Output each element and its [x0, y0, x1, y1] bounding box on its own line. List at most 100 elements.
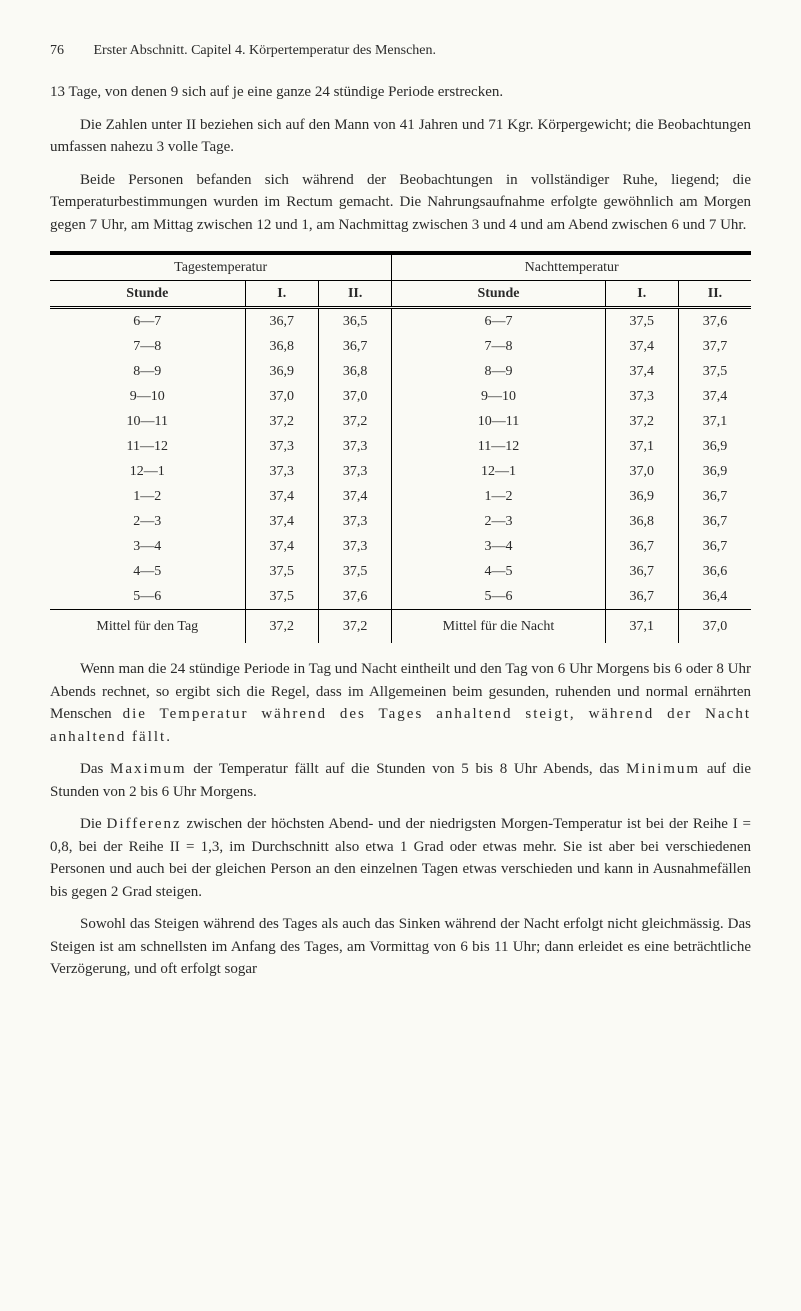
- table-cell: 37,1: [605, 434, 678, 459]
- page-number: 76: [50, 40, 90, 61]
- table-cell: 37,3: [605, 384, 678, 409]
- table-cell: 4—5: [392, 559, 605, 584]
- table-row: 10—1137,237,210—1137,237,1: [50, 409, 751, 434]
- table-cell: 9—10: [50, 384, 245, 409]
- paragraph-1: 13 Tage, von denen 9 sich auf je eine ga…: [50, 81, 751, 104]
- table-cell: 7—8: [392, 334, 605, 359]
- text: Die: [80, 816, 106, 832]
- table-cell: 3—4: [392, 534, 605, 559]
- footer-label-right: Mittel für die Nacht: [392, 610, 605, 644]
- table-cell: 36,8: [318, 359, 391, 384]
- table-row: 1—237,437,41—236,936,7: [50, 484, 751, 509]
- table-cell: 6—7: [392, 308, 605, 335]
- table-row: 9—1037,037,09—1037,337,4: [50, 384, 751, 409]
- table-cell: 36,7: [678, 509, 751, 534]
- table-cell: 36,9: [678, 434, 751, 459]
- table-cell: 5—6: [392, 584, 605, 610]
- table-cell: 11—12: [50, 434, 245, 459]
- table-cell: 37,3: [318, 534, 391, 559]
- temperature-table: Tagestemperatur Nachttemperatur Stunde I…: [50, 251, 751, 643]
- table-cell: 36,7: [678, 534, 751, 559]
- table-footer-row: Mittel für den Tag 37,2 37,2 Mittel für …: [50, 610, 751, 644]
- table-body: 6—736,736,56—737,537,67—836,836,77—837,4…: [50, 308, 751, 610]
- text: der Temperatur fällt auf die Stunden von…: [187, 761, 627, 777]
- table-cell: 37,3: [318, 459, 391, 484]
- table-cell: 37,2: [245, 409, 318, 434]
- table-cell: 36,4: [678, 584, 751, 610]
- table-cell: 8—9: [50, 359, 245, 384]
- table-cell: 37,6: [678, 308, 751, 335]
- table-cell: 36,7: [678, 484, 751, 509]
- footer-label-left: Mittel für den Tag: [50, 610, 245, 644]
- table-cell: 9—10: [392, 384, 605, 409]
- table-row: 6—736,736,56—737,537,6: [50, 308, 751, 335]
- paragraph-4: Wenn man die 24 stündige Periode in Tag …: [50, 658, 751, 748]
- emphasized-text: die Temperatur während des Tages anhalte…: [50, 706, 751, 745]
- table-cell: 37,4: [605, 334, 678, 359]
- table-cell: 11—12: [392, 434, 605, 459]
- table-cell: 36,9: [678, 459, 751, 484]
- table-cell: 37,4: [245, 484, 318, 509]
- paragraph-2: Die Zahlen unter II beziehen sich auf de…: [50, 114, 751, 159]
- table-cell: 37,5: [605, 308, 678, 335]
- paragraph-3: Beide Personen befanden sich während der…: [50, 169, 751, 237]
- table-cell: 37,6: [318, 584, 391, 610]
- col-header: II.: [318, 281, 391, 308]
- table-cell: 1—2: [392, 484, 605, 509]
- table-column-headers: Stunde I. II. Stunde I. II.: [50, 281, 751, 308]
- running-title: Erster Abschnitt. Capitel 4. Körpertempe…: [94, 43, 437, 58]
- table-cell: 37,7: [678, 334, 751, 359]
- table-cell: 4—5: [50, 559, 245, 584]
- table-cell: 10—11: [392, 409, 605, 434]
- table-row: 11—1237,337,311—1237,136,9: [50, 434, 751, 459]
- table-cell: 37,3: [245, 434, 318, 459]
- table-cell: 3—4: [50, 534, 245, 559]
- footer-val: 37,0: [678, 610, 751, 644]
- table-cell: 36,8: [245, 334, 318, 359]
- footer-val: 37,2: [318, 610, 391, 644]
- emphasized-text: Maximum: [110, 761, 187, 777]
- table-row: 4—537,537,54—536,736,6: [50, 559, 751, 584]
- paragraph-5: Das Maximum der Temperatur fällt auf die…: [50, 758, 751, 803]
- table-cell: 36,7: [605, 534, 678, 559]
- table-cell: 37,1: [678, 409, 751, 434]
- table-cell: 37,4: [245, 509, 318, 534]
- table-cell: 5—6: [50, 584, 245, 610]
- table-cell: 36,6: [678, 559, 751, 584]
- table-group-header-right: Nachttemperatur: [392, 253, 751, 281]
- table-row: 5—637,537,65—636,736,4: [50, 584, 751, 610]
- table-cell: 37,0: [605, 459, 678, 484]
- table-row: 3—437,437,33—436,736,7: [50, 534, 751, 559]
- table-cell: 37,0: [318, 384, 391, 409]
- col-header: I.: [605, 281, 678, 308]
- table-cell: 10—11: [50, 409, 245, 434]
- table-cell: 1—2: [50, 484, 245, 509]
- table-cell: 36,5: [318, 308, 391, 335]
- table-cell: 2—3: [392, 509, 605, 534]
- table-row: 12—137,337,312—137,036,9: [50, 459, 751, 484]
- table-cell: 36,7: [318, 334, 391, 359]
- table-cell: 37,0: [245, 384, 318, 409]
- table-cell: 36,7: [605, 584, 678, 610]
- table-cell: 37,5: [245, 559, 318, 584]
- table-cell: 37,3: [318, 434, 391, 459]
- col-header: Stunde: [392, 281, 605, 308]
- table-row: 2—337,437,32—336,836,7: [50, 509, 751, 534]
- table-cell: 36,7: [605, 559, 678, 584]
- paragraph-6: Die Differenz zwischen der höchsten Aben…: [50, 813, 751, 903]
- text: Das: [80, 761, 110, 777]
- footer-val: 37,2: [245, 610, 318, 644]
- paragraph-7: Sowohl das Steigen während des Tages als…: [50, 913, 751, 981]
- table-cell: 37,2: [605, 409, 678, 434]
- col-header: I.: [245, 281, 318, 308]
- footer-val: 37,1: [605, 610, 678, 644]
- table-cell: 37,2: [318, 409, 391, 434]
- table-cell: 36,8: [605, 509, 678, 534]
- table-cell: 36,9: [605, 484, 678, 509]
- emphasized-text: Minimum: [626, 761, 700, 777]
- table-cell: 37,4: [678, 384, 751, 409]
- table-cell: 7—8: [50, 334, 245, 359]
- table-cell: 37,4: [605, 359, 678, 384]
- table-cell: 37,5: [245, 584, 318, 610]
- col-header: Stunde: [50, 281, 245, 308]
